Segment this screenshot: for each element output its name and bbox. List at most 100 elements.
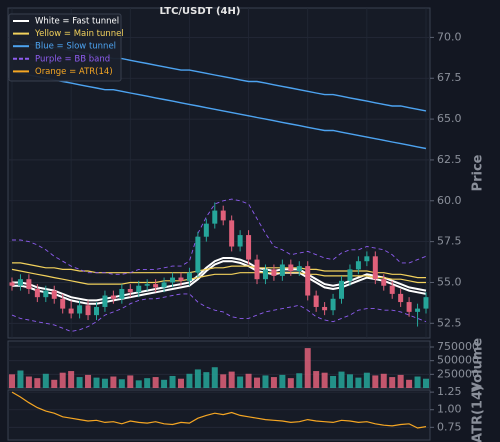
legend-label: Purple = BB band (35, 54, 110, 64)
candle-body (93, 306, 99, 316)
volume-bar (9, 374, 15, 388)
volume-bar (389, 377, 396, 388)
y-tick-label: 0.75 (437, 420, 462, 433)
tunnel-line (12, 260, 427, 305)
candle-body (34, 288, 40, 298)
candle-body (271, 269, 277, 276)
volume-bar (68, 371, 75, 388)
volume-bar (25, 376, 32, 388)
volume-bar (270, 377, 277, 388)
y-tick-label: 62.5 (437, 153, 462, 166)
candle-body (246, 235, 252, 260)
volume-bar (380, 373, 387, 388)
y-tick-label: 1.25 (437, 385, 462, 398)
candle-body (43, 290, 49, 298)
candle-body (170, 277, 176, 283)
candle-body (127, 288, 133, 293)
candle-body (296, 266, 302, 272)
candle-body (229, 220, 235, 247)
volume-bar (296, 373, 303, 388)
volume-bar (262, 375, 269, 388)
volume-bar (177, 378, 184, 388)
volume-bar (93, 377, 100, 388)
candle-body (186, 272, 192, 281)
volume-bar (279, 374, 286, 388)
volume-bar (287, 378, 294, 388)
volume-bar (423, 378, 429, 388)
legend-box (8, 13, 122, 82)
volume-bar (330, 375, 337, 388)
y-tick-label: 65.0 (437, 112, 462, 125)
y-axis-label: Price (471, 154, 486, 191)
y-tick-label: 1.00 (437, 403, 462, 416)
atr-panel (7, 389, 431, 441)
atr-line (11, 391, 427, 429)
candle-body (178, 277, 184, 281)
candle-body (305, 266, 311, 296)
y-tick-label: 250000 (437, 367, 479, 380)
volume-bar (85, 374, 92, 388)
tunnel-line (11, 71, 427, 150)
candle-body (195, 236, 201, 273)
candle-body (322, 306, 328, 311)
volume-bar (152, 377, 159, 388)
candle-body (102, 295, 108, 307)
y-tick-label: 750000 (437, 340, 479, 353)
candle-body (110, 295, 116, 299)
candle-body (330, 298, 336, 311)
candle-body (17, 279, 23, 286)
volume-bar (372, 375, 379, 388)
volume-bar (118, 379, 125, 388)
candle-body (85, 305, 91, 316)
volume-bar (237, 376, 244, 388)
candle-body (136, 285, 142, 293)
tunnel-line (12, 262, 426, 279)
volume-bar (144, 378, 151, 388)
candle-body (423, 297, 429, 309)
candles (9, 202, 429, 327)
legend-label: White = Fast tunnel (35, 17, 119, 27)
candle-body (288, 264, 294, 272)
volume-bar (186, 373, 193, 388)
y-axis-label: Volume (471, 338, 486, 393)
y-tick-label: 67.5 (437, 71, 462, 84)
chart-title: LTC/USDT (4H) (160, 6, 241, 17)
y-axis-label: ATR(14) (471, 385, 486, 442)
tunnel-line (12, 257, 427, 302)
volume-bar (254, 377, 261, 388)
candle-body (77, 305, 83, 314)
candle-body (406, 302, 412, 312)
candle-body (415, 308, 421, 312)
volume-bar (321, 372, 328, 388)
candle-body (355, 261, 361, 270)
volume-bar (397, 374, 404, 388)
volume-bar (220, 374, 227, 388)
y-tick-label: 57.5 (437, 235, 462, 248)
volume-bar (194, 369, 201, 388)
volume-bar (304, 348, 311, 388)
volume-bar (245, 373, 252, 388)
volume-bar (211, 367, 218, 388)
volume-bar (406, 379, 413, 388)
candle-body (220, 210, 226, 221)
legend: White = Fast tunnel Yellow = Main tunnel B… (8, 13, 124, 82)
candle-body (347, 269, 353, 281)
candle-body (203, 223, 209, 237)
y-tick-label: 500000 (437, 354, 479, 367)
candle-body (389, 285, 395, 294)
tunnel-line (12, 198, 427, 275)
candle-body (60, 298, 66, 309)
legend-label: Blue = Slow tunnel (35, 42, 116, 52)
candle-body (364, 256, 370, 262)
volume-bar (17, 370, 24, 388)
volume-bar (161, 379, 168, 388)
volume-bar (59, 372, 66, 388)
volume-bar (110, 376, 117, 388)
candle-body (279, 264, 285, 276)
volume-bar (42, 373, 49, 388)
candle-body (51, 290, 57, 299)
candle-body (212, 210, 218, 224)
volume-bar (228, 371, 235, 388)
y-tick-label: 55.0 (437, 275, 462, 288)
y-tick-label: 60.0 (437, 194, 462, 207)
